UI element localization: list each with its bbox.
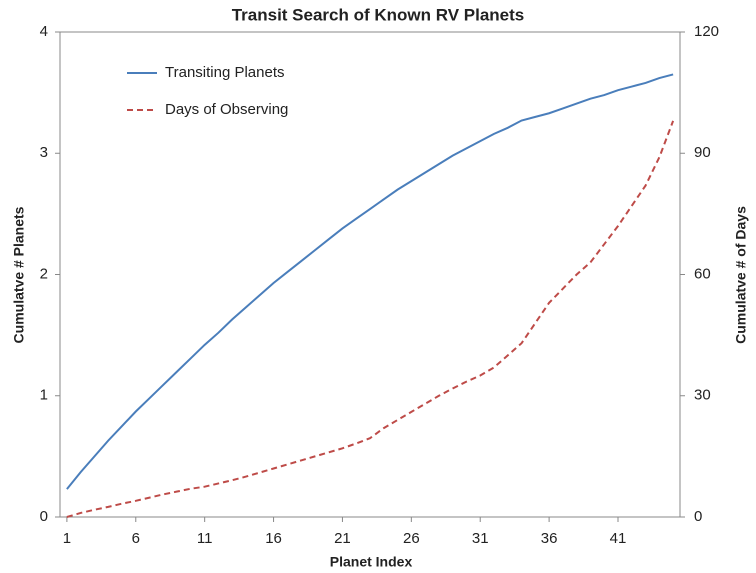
x-tick-label: 1 [63,530,71,547]
x-axis-title: Planet Index [330,554,413,570]
y2-tick-label: 90 [694,144,711,161]
x-tick-label: 26 [403,530,420,547]
y-axis-title: Cumulatve # Planets [11,206,27,343]
x-tick-label: 41 [610,530,627,547]
series-line [66,73,674,490]
plot-frame [59,31,681,518]
y-tick-label: 1 [40,387,48,404]
y-tick-label: 3 [40,144,48,161]
series-line [66,120,675,518]
x-tick-label: 21 [334,530,351,547]
y2-tick-label: 30 [694,387,711,404]
y-tick-label: 2 [40,265,48,282]
y-tick-label: 0 [40,508,48,525]
x-tick-label: 16 [265,530,282,547]
x-tick-label: 36 [541,530,558,547]
y2-axis-title: Cumulatve # of Days [733,206,749,344]
y2-tick-label: 60 [694,265,711,282]
x-tick-label: 11 [197,530,213,547]
chart-title: Transit Search of Known RV Planets [232,5,525,24]
legend-label: Days of Observing [165,101,288,118]
x-tick-label: 31 [472,530,489,547]
x-tick-label: 6 [132,530,140,547]
y-tick-label: 4 [40,23,48,40]
legend-label: Transiting Planets [165,64,285,81]
y2-tick-label: 0 [694,508,702,525]
y2-tick-label: 120 [694,23,719,40]
